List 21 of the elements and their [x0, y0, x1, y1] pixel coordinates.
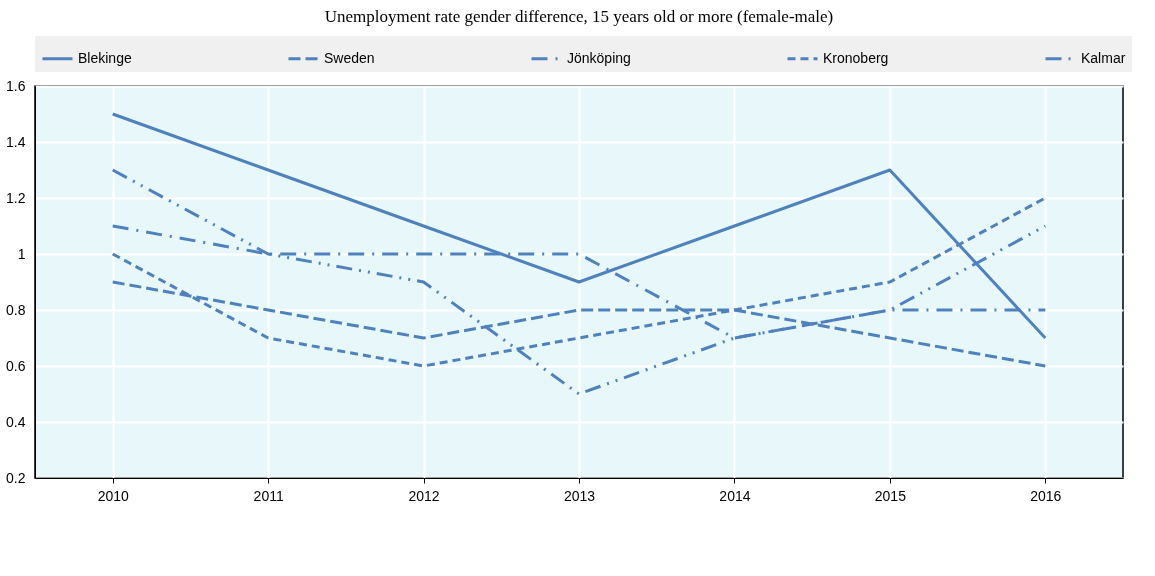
legend-label: Jönköping	[567, 49, 631, 66]
x-tick-label: 2016	[1030, 487, 1062, 504]
chart-title: Unemployment rate gender difference, 15 years old or more (female-male)	[324, 7, 834, 26]
x-tick-label: 2015	[874, 487, 907, 504]
x-tick-label: 2014	[719, 487, 751, 504]
y-tick-label: 1.2	[6, 189, 26, 206]
x-tick-label: 2010	[97, 487, 129, 504]
y-tick-label: 1	[17, 245, 26, 262]
x-tick-label: 2011	[253, 487, 284, 504]
y-tick-label: 0.8	[6, 301, 26, 318]
legend-label: Blekinge	[78, 49, 132, 66]
y-tick-label: 0.4	[6, 413, 26, 430]
y-tick-label: 0.6	[6, 357, 26, 374]
y-tick-label: 0.2	[6, 469, 26, 486]
legend-label: Sweden	[324, 49, 375, 66]
x-tick-label: 2012	[408, 487, 440, 504]
y-tick-label: 1.6	[6, 77, 26, 94]
legend-label: Kalmar	[1081, 49, 1126, 66]
legend-label: Kronoberg	[823, 49, 889, 66]
x-tick-label: 2013	[563, 487, 596, 504]
y-tick-label: 1.4	[6, 133, 26, 150]
